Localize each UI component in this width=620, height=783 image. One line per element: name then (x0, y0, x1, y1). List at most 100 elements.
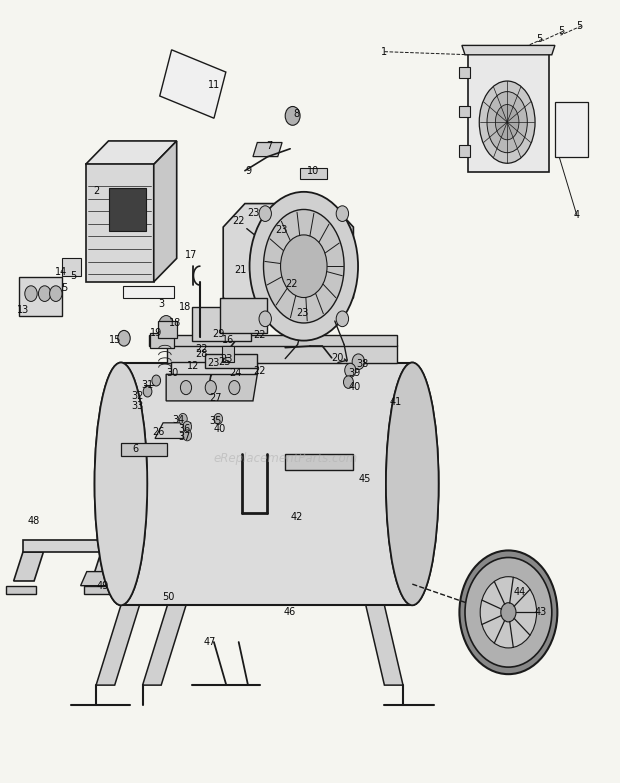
Circle shape (183, 421, 192, 432)
Text: 20: 20 (332, 353, 344, 363)
Ellipse shape (459, 550, 557, 674)
Polygon shape (192, 307, 251, 341)
Ellipse shape (95, 363, 148, 605)
Circle shape (345, 363, 356, 377)
Polygon shape (86, 164, 154, 282)
Ellipse shape (95, 363, 148, 605)
Text: 48: 48 (28, 517, 40, 526)
Text: 36: 36 (179, 424, 191, 434)
Text: 40: 40 (214, 424, 226, 434)
Ellipse shape (487, 92, 527, 153)
Text: eReplacementParts.com: eReplacementParts.com (213, 452, 357, 464)
Circle shape (205, 381, 216, 395)
Polygon shape (223, 204, 353, 321)
Ellipse shape (465, 557, 552, 667)
Polygon shape (222, 346, 234, 362)
Text: 5: 5 (536, 34, 542, 44)
Text: 42: 42 (290, 512, 303, 521)
Text: 23: 23 (220, 354, 232, 363)
Text: 22: 22 (253, 330, 265, 340)
Ellipse shape (495, 105, 519, 139)
Circle shape (159, 316, 174, 334)
Polygon shape (6, 586, 36, 594)
Polygon shape (366, 605, 403, 685)
Polygon shape (14, 552, 43, 581)
Polygon shape (149, 335, 397, 346)
Text: 21: 21 (234, 265, 247, 275)
Polygon shape (220, 298, 267, 333)
Polygon shape (121, 363, 412, 605)
Text: 9: 9 (245, 166, 251, 175)
Polygon shape (121, 443, 167, 456)
Text: 27: 27 (210, 393, 222, 402)
Polygon shape (167, 345, 397, 363)
Polygon shape (150, 333, 174, 348)
Text: 33: 33 (131, 401, 144, 410)
Text: 43: 43 (534, 608, 547, 617)
Polygon shape (462, 45, 555, 55)
Text: 23: 23 (208, 359, 220, 368)
Text: 18: 18 (169, 319, 181, 328)
Polygon shape (300, 168, 327, 179)
Polygon shape (555, 102, 588, 157)
Polygon shape (96, 605, 140, 685)
Text: 14: 14 (55, 268, 67, 277)
Circle shape (50, 286, 62, 301)
Polygon shape (459, 145, 470, 157)
Polygon shape (86, 141, 177, 164)
Text: 47: 47 (203, 637, 216, 647)
Circle shape (214, 413, 223, 424)
Text: 7: 7 (267, 141, 273, 150)
Polygon shape (285, 454, 353, 470)
Ellipse shape (480, 576, 537, 648)
Ellipse shape (280, 235, 327, 298)
Circle shape (143, 386, 152, 397)
Circle shape (118, 330, 130, 346)
Text: 44: 44 (513, 587, 526, 597)
Text: 8: 8 (293, 110, 299, 119)
Polygon shape (459, 67, 470, 78)
Polygon shape (92, 552, 122, 581)
Circle shape (183, 430, 192, 441)
Polygon shape (84, 586, 113, 594)
Circle shape (152, 375, 161, 386)
Circle shape (336, 206, 348, 222)
Circle shape (259, 206, 272, 222)
Text: 22: 22 (195, 345, 208, 354)
Circle shape (179, 413, 187, 424)
Polygon shape (170, 362, 257, 374)
Polygon shape (19, 277, 62, 316)
Text: 5: 5 (577, 21, 583, 31)
Text: 12: 12 (187, 361, 200, 370)
Text: 26: 26 (152, 428, 164, 437)
Text: 11: 11 (208, 80, 220, 89)
Circle shape (229, 381, 240, 395)
Ellipse shape (501, 603, 516, 622)
Text: 45: 45 (358, 474, 371, 484)
Polygon shape (155, 423, 191, 438)
Polygon shape (166, 374, 257, 401)
Circle shape (259, 311, 272, 327)
Text: 5: 5 (70, 272, 76, 281)
Polygon shape (81, 572, 115, 586)
Text: 23: 23 (296, 309, 309, 318)
Text: 41: 41 (389, 398, 402, 407)
Text: 18: 18 (179, 302, 191, 312)
Text: 19: 19 (150, 328, 162, 337)
Text: 25: 25 (218, 357, 231, 366)
Text: 15: 15 (108, 335, 121, 345)
Text: 5: 5 (558, 27, 564, 36)
Circle shape (285, 106, 300, 125)
Polygon shape (62, 258, 81, 276)
Text: 49: 49 (96, 581, 108, 590)
Text: 1: 1 (381, 47, 388, 56)
Text: 22: 22 (285, 280, 298, 289)
Polygon shape (253, 143, 282, 157)
Text: 31: 31 (141, 381, 154, 390)
Text: 2: 2 (93, 186, 99, 196)
Text: 22: 22 (253, 366, 265, 376)
Text: 24: 24 (229, 368, 242, 377)
FancyBboxPatch shape (160, 50, 226, 118)
Text: 37: 37 (179, 432, 191, 442)
Polygon shape (468, 51, 549, 172)
